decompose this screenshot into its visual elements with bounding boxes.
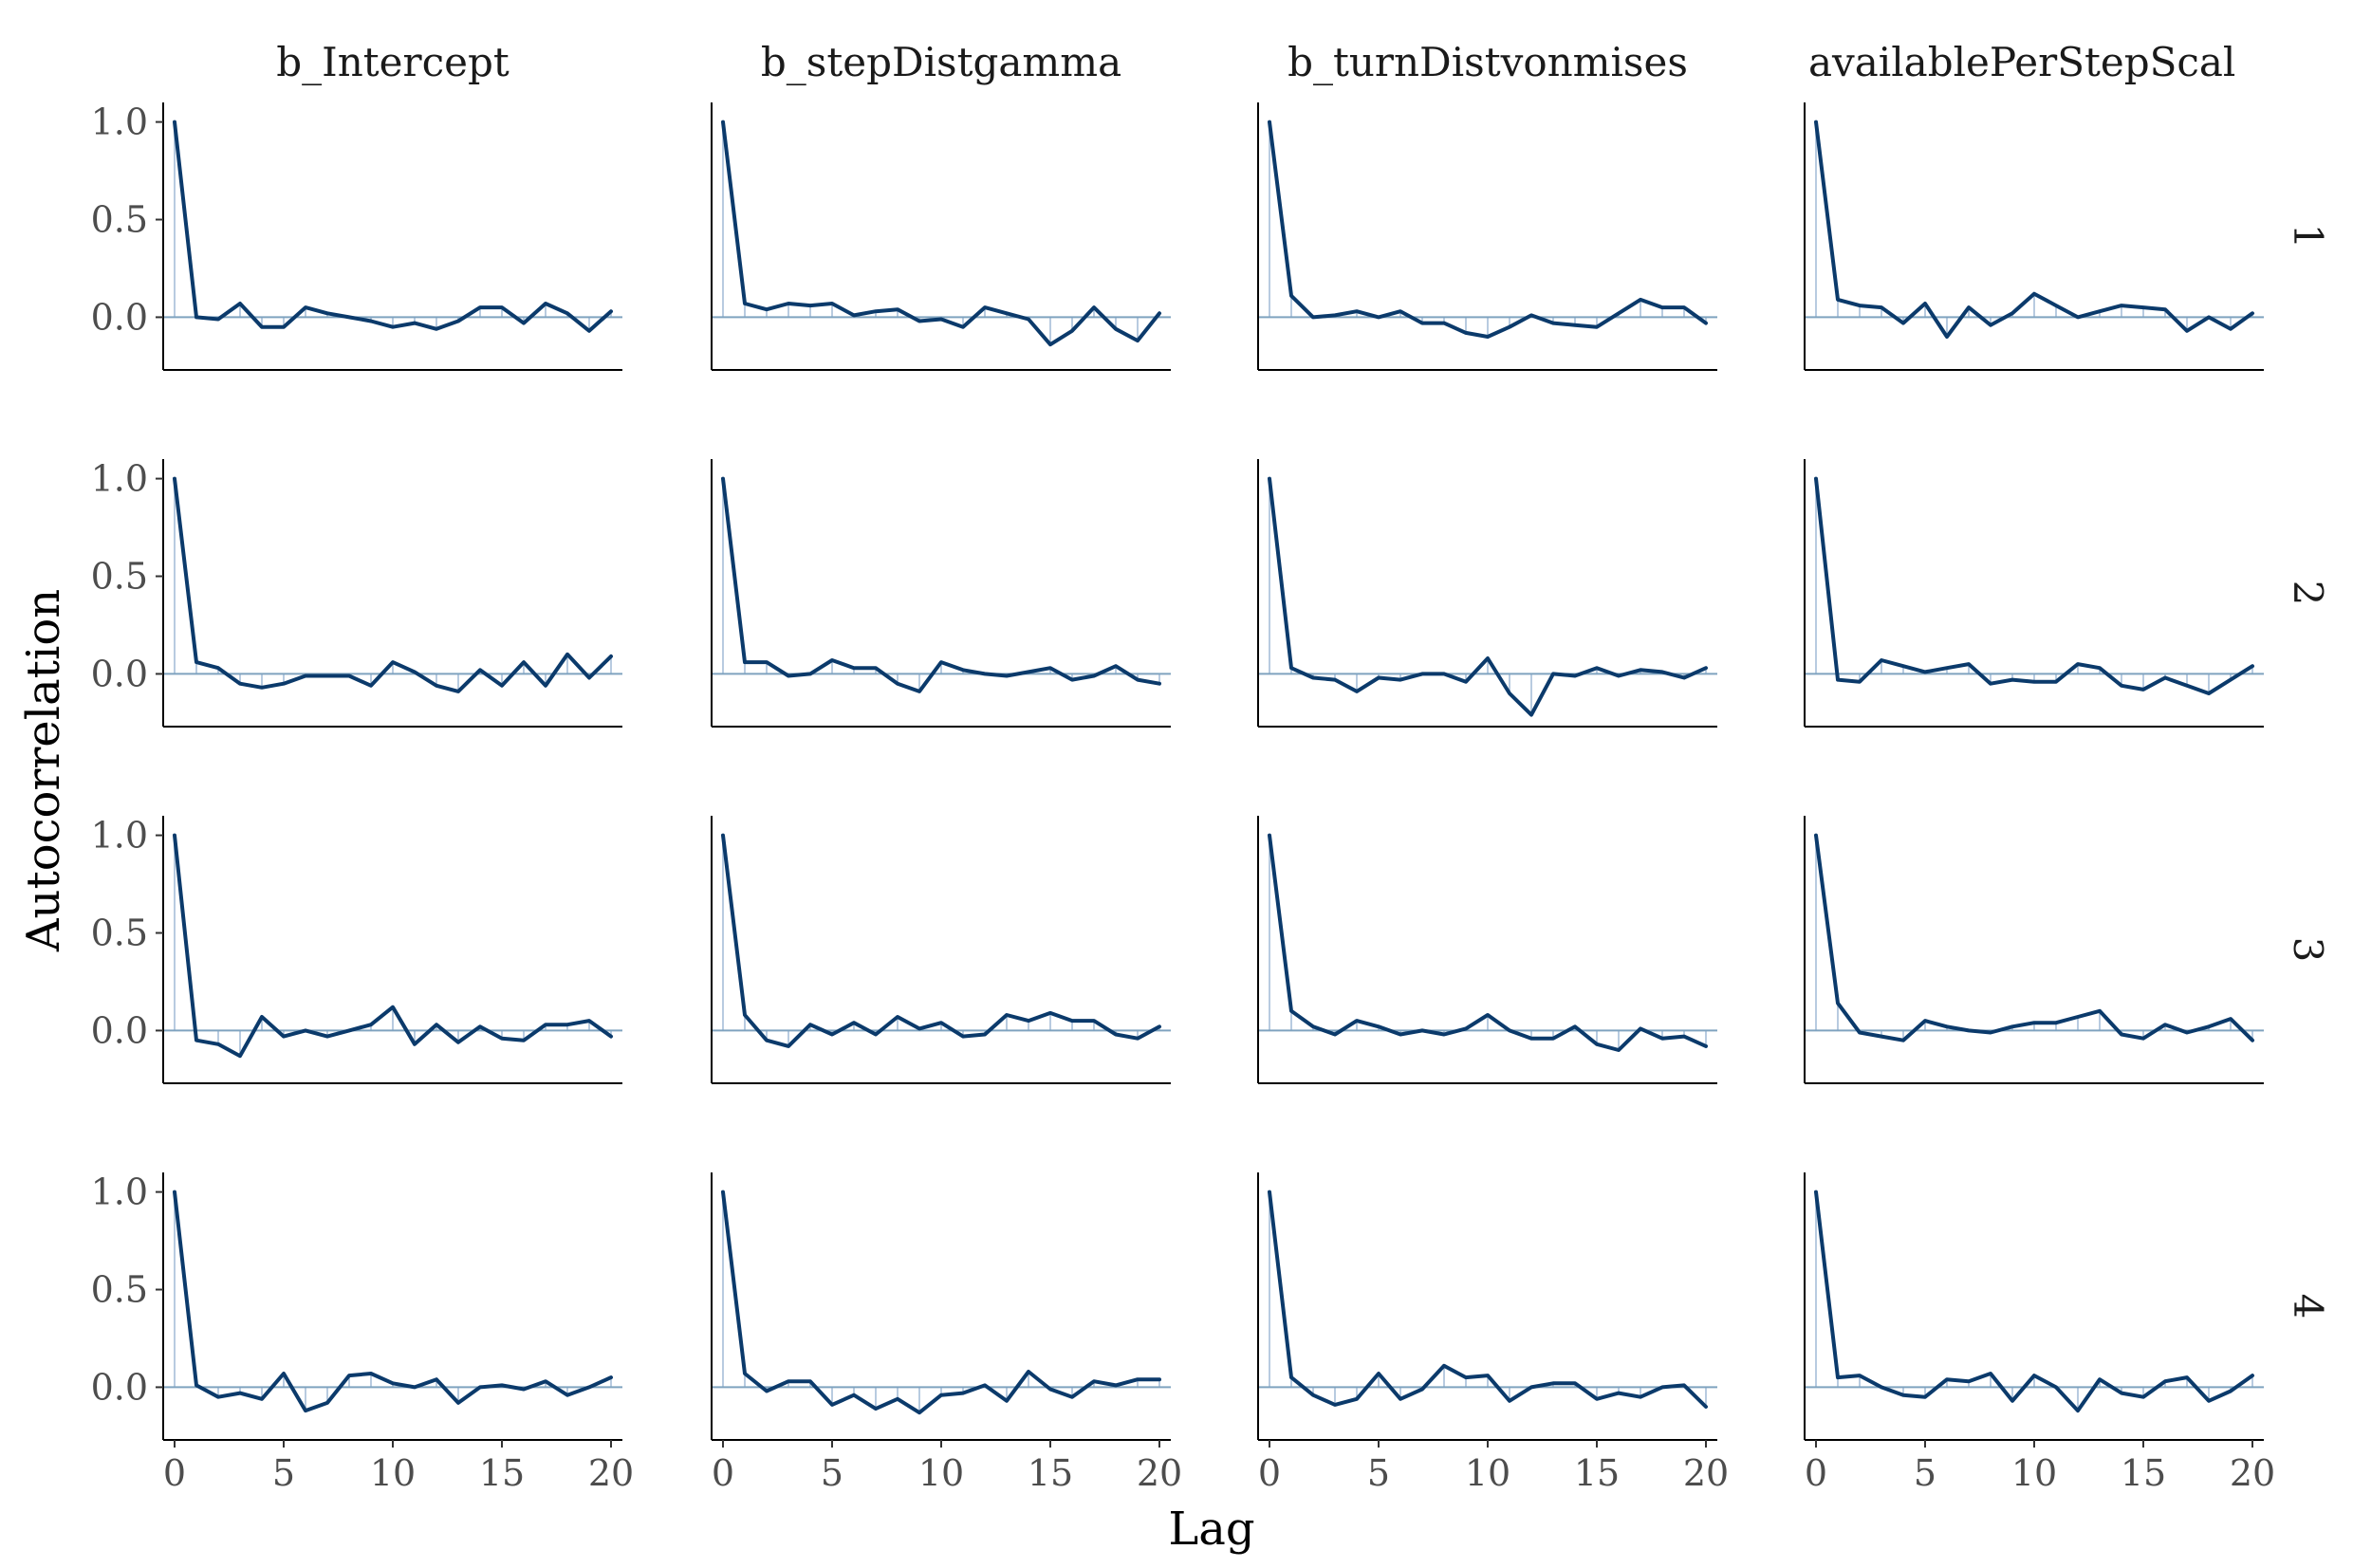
acf-line <box>1814 476 2254 695</box>
x-tick-label: 20 <box>2230 1452 2275 1494</box>
panel-r1-c2 <box>711 102 1171 371</box>
y-tick-label: 0.5 <box>91 1269 148 1311</box>
panel-r1-c3 <box>1257 102 1717 371</box>
x-tick-label: 5 <box>1367 1452 1390 1494</box>
acf-line <box>721 476 1161 693</box>
x-tick-label: 5 <box>272 1452 295 1494</box>
acf-line <box>721 120 1161 347</box>
panel-r3-c2 <box>711 816 1171 1084</box>
panel-r1-c1: 0.0 0.5 1.0 <box>91 101 622 371</box>
x-tick-label: 10 <box>1465 1452 1510 1494</box>
y-tick-label: 0.0 <box>91 653 148 694</box>
x-tick-label: 5 <box>821 1452 843 1494</box>
panel-r4-c1: 0.0 0.5 1.0 0 5 10 15 20 <box>91 1171 635 1494</box>
y-tick-label: 0.5 <box>91 556 148 598</box>
acf-line <box>1814 833 2254 1042</box>
panel-r2-c2 <box>711 459 1171 728</box>
acf-line <box>721 833 1161 1048</box>
x-tick-label: 0 <box>163 1452 186 1494</box>
panel-r3-c4 <box>1804 816 2264 1084</box>
panel-r1-c4 <box>1804 102 2264 371</box>
x-tick-label: 20 <box>1137 1452 1182 1494</box>
y-tick-label: 0.0 <box>91 296 148 338</box>
x-tick-label: 5 <box>1914 1452 1936 1494</box>
panel-r4-c4: 0 5 10 15 20 <box>1804 1172 2275 1494</box>
x-tick-label: 10 <box>370 1452 416 1494</box>
row-strip-label: 4 <box>2285 1294 2331 1319</box>
y-axis-title: Autocorrelation <box>17 589 70 952</box>
acf-line <box>1814 1190 2254 1413</box>
y-tick-label: 1.0 <box>91 458 148 500</box>
x-tick-label: 20 <box>588 1452 634 1494</box>
acf-line <box>1268 120 1708 339</box>
x-tick-label: 15 <box>479 1452 525 1494</box>
panel-r4-c2: 0 5 10 15 20 <box>711 1172 1182 1494</box>
column-strip-label: availablePerStepScal <box>1808 39 2235 85</box>
acf-line <box>173 120 613 333</box>
y-tick-label: 0.5 <box>91 199 148 241</box>
y-tick-label: 0.0 <box>91 1366 148 1408</box>
x-tick-label: 0 <box>712 1452 734 1494</box>
x-tick-label: 0 <box>1258 1452 1281 1494</box>
y-tick-label: 0.0 <box>91 1009 148 1051</box>
row-strip-label: 2 <box>2285 581 2331 606</box>
column-strip-label: b_Intercept <box>276 39 510 85</box>
x-tick-label: 20 <box>1683 1452 1729 1494</box>
acf-line <box>1268 1190 1708 1409</box>
column-strip-label: b_turnDistvonmises <box>1288 39 1688 85</box>
panel-r3-c3 <box>1257 816 1717 1084</box>
panel-r4-c3: 0 5 10 15 20 <box>1257 1172 1729 1494</box>
y-tick-label: 0.5 <box>91 913 148 954</box>
x-tick-label: 15 <box>2121 1452 2166 1494</box>
acf-line <box>721 1190 1161 1415</box>
y-tick-label: 1.0 <box>91 1171 148 1213</box>
acf-line <box>1268 476 1708 717</box>
panel-r2-c3 <box>1257 459 1717 728</box>
x-axis-title: Lag <box>1168 1503 1254 1556</box>
x-tick-label: 15 <box>1574 1452 1620 1494</box>
x-tick-label: 15 <box>1028 1452 1073 1494</box>
x-tick-label: 10 <box>2011 1452 2057 1494</box>
panel-r3-c1: 0.0 0.5 1.0 <box>91 815 622 1084</box>
row-strip-label: 1 <box>2285 224 2331 249</box>
panel-r2-c4 <box>1804 459 2264 728</box>
column-strip-label: b_stepDistgamma <box>761 39 1121 85</box>
y-tick-label: 1.0 <box>91 101 148 143</box>
row-strip-label: 3 <box>2285 937 2331 963</box>
x-tick-label: 10 <box>918 1452 964 1494</box>
acf-line <box>173 1190 613 1413</box>
x-tick-label: 0 <box>1805 1452 1827 1494</box>
acf-line <box>1814 120 2254 339</box>
panel-r2-c1: 0.0 0.5 1.0 <box>91 458 622 728</box>
acf-line <box>1268 833 1708 1052</box>
acf-line <box>173 476 613 693</box>
y-tick-label: 1.0 <box>91 815 148 857</box>
acf-line <box>173 833 613 1059</box>
